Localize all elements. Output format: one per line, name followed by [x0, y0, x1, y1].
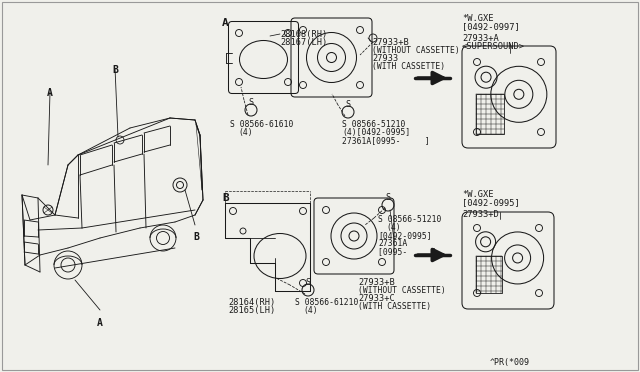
Text: S: S: [346, 100, 351, 109]
Text: 27933: 27933: [372, 54, 398, 63]
Text: S 08566-51210: S 08566-51210: [378, 215, 442, 224]
Text: 28167(LH): 28167(LH): [280, 38, 327, 47]
Text: 27933+B: 27933+B: [372, 38, 409, 47]
Text: 28164(RH): 28164(RH): [228, 298, 275, 307]
Text: B: B: [112, 65, 118, 75]
Text: [0492-0995]: [0492-0995]: [378, 231, 431, 240]
Text: 28168(RH): 28168(RH): [280, 30, 327, 39]
Text: 27933+D: 27933+D: [462, 210, 499, 219]
Text: (WITHOUT CASSETTE): (WITHOUT CASSETTE): [358, 286, 445, 295]
Text: B: B: [193, 232, 199, 242]
Text: S: S: [248, 98, 253, 107]
Text: [0492-0997]: [0492-0997]: [462, 22, 520, 31]
Bar: [476, 256, 502, 293]
Text: S 08566-61210: S 08566-61210: [295, 298, 358, 307]
Text: A: A: [222, 18, 228, 28]
Text: (WITH CASSETTE): (WITH CASSETTE): [372, 62, 445, 71]
Text: S: S: [385, 193, 390, 202]
Text: [0995-     ]: [0995- ]: [378, 247, 436, 256]
Text: S 08566-61610: S 08566-61610: [230, 120, 293, 129]
Text: (WITH CASSETTE): (WITH CASSETTE): [358, 302, 431, 311]
Text: *W.GXE: *W.GXE: [462, 190, 493, 199]
Text: *W.GXE: *W.GXE: [462, 14, 493, 23]
Text: (WITHOUT CASSETTE): (WITHOUT CASSETTE): [372, 46, 460, 55]
Text: (4): (4): [386, 223, 401, 232]
Text: A: A: [97, 318, 103, 328]
Text: 27361A: 27361A: [378, 239, 407, 248]
Text: A: A: [47, 88, 53, 98]
Bar: [476, 94, 504, 134]
Text: [0492-0995]: [0492-0995]: [462, 198, 520, 207]
Text: 28165(LH): 28165(LH): [228, 306, 275, 315]
Text: <SUPERSOUND>: <SUPERSOUND>: [462, 42, 525, 51]
Text: (4): (4): [238, 128, 253, 137]
Text: S: S: [305, 278, 310, 287]
Text: 27933+A: 27933+A: [462, 34, 499, 43]
Text: 27933+B: 27933+B: [358, 278, 395, 287]
Text: B: B: [222, 193, 228, 203]
Text: S 08566-51210: S 08566-51210: [342, 120, 405, 129]
Text: 27361A[0995-     ]: 27361A[0995- ]: [342, 136, 429, 145]
Text: 27933+C: 27933+C: [358, 294, 395, 303]
Text: (4): (4): [303, 306, 317, 315]
Text: ^PR(*009: ^PR(*009: [490, 358, 530, 367]
Text: (4)[0492-0995]: (4)[0492-0995]: [342, 128, 410, 137]
